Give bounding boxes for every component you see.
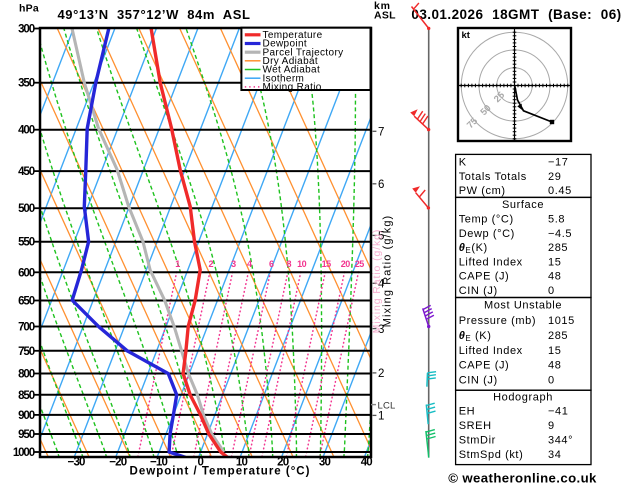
svg-text:−17: −17 <box>548 157 568 169</box>
svg-text:Mixing Ratio (g/kg): Mixing Ratio (g/kg) <box>382 215 394 328</box>
svg-text:SREH: SREH <box>459 420 492 432</box>
svg-text:© weatheronline.co.uk: © weatheronline.co.uk <box>448 471 597 486</box>
svg-text:34: 34 <box>548 449 561 461</box>
svg-text:5.8: 5.8 <box>548 214 565 226</box>
svg-text:900: 900 <box>18 410 35 422</box>
svg-text:49°13’N 357°12’W 84m ASL: 49°13’N 357°12’W 84m ASL <box>57 7 250 22</box>
svg-text:StmDir: StmDir <box>459 435 496 447</box>
svg-text:θE(K): θE(K) <box>459 242 488 255</box>
svg-text:0: 0 <box>548 375 555 387</box>
svg-text:Mixing Ratio: Mixing Ratio <box>263 82 322 93</box>
svg-text:20: 20 <box>277 457 289 469</box>
svg-text:Parcel Trajectory: Parcel Trajectory <box>263 47 344 58</box>
svg-text:Dewpoint / Temperature (°C): Dewpoint / Temperature (°C) <box>130 466 311 478</box>
svg-text:Dewp (°C): Dewp (°C) <box>459 228 515 240</box>
svg-text:CAPE (J): CAPE (J) <box>459 360 510 372</box>
svg-text:3: 3 <box>231 259 236 269</box>
svg-text:Isotherm: Isotherm <box>263 73 305 84</box>
svg-text:hPa: hPa <box>19 3 39 15</box>
svg-text:2: 2 <box>208 259 213 269</box>
svg-text:Mixing Ratio (g/kg): Mixing Ratio (g/kg) <box>371 229 383 334</box>
svg-text:0: 0 <box>548 285 555 297</box>
svg-text:1: 1 <box>175 259 180 269</box>
svg-text:StmSpd (kt): StmSpd (kt) <box>459 449 524 461</box>
svg-text:kt: kt <box>462 30 471 41</box>
svg-text:48: 48 <box>548 271 561 283</box>
svg-text:CIN (J): CIN (J) <box>459 375 498 387</box>
svg-text:1: 1 <box>378 411 384 423</box>
svg-text:0: 0 <box>197 457 203 469</box>
svg-text:Lifted Index: Lifted Index <box>459 256 523 268</box>
svg-text:8: 8 <box>286 259 291 269</box>
svg-text:−30: −30 <box>68 457 86 469</box>
svg-text:Most Unstable: Most Unstable <box>484 300 562 312</box>
svg-text:Dry Adiabat: Dry Adiabat <box>263 56 319 67</box>
svg-text:450: 450 <box>18 166 35 178</box>
svg-text:Pressure (mb): Pressure (mb) <box>459 315 536 327</box>
svg-text:PW (cm): PW (cm) <box>459 185 506 197</box>
svg-text:−20: −20 <box>109 457 127 469</box>
svg-text:5: 5 <box>378 231 384 243</box>
svg-text:4: 4 <box>378 279 385 291</box>
svg-text:K: K <box>459 157 467 169</box>
svg-text:km: km <box>374 0 391 12</box>
svg-text:550: 550 <box>18 237 35 249</box>
svg-text:4: 4 <box>247 259 252 269</box>
svg-text:9: 9 <box>548 420 555 432</box>
svg-text:6: 6 <box>378 179 384 191</box>
svg-text:ASL: ASL <box>374 10 396 22</box>
svg-text:400: 400 <box>18 125 35 137</box>
svg-text:2: 2 <box>378 368 384 380</box>
svg-text:15: 15 <box>548 256 561 268</box>
svg-text:285: 285 <box>548 330 568 342</box>
svg-text:500: 500 <box>18 203 35 215</box>
svg-text:Wet Adiabat: Wet Adiabat <box>263 65 321 76</box>
svg-text:6: 6 <box>269 259 274 269</box>
svg-text:CAPE (J): CAPE (J) <box>459 271 510 283</box>
svg-text:Temperature: Temperature <box>263 30 323 41</box>
svg-text:Totals Totals: Totals Totals <box>459 171 527 183</box>
svg-text:29: 29 <box>548 171 561 183</box>
svg-text:−4.5: −4.5 <box>548 228 572 240</box>
svg-text:7: 7 <box>378 127 384 139</box>
svg-text:25: 25 <box>355 259 365 269</box>
svg-text:Hodograph: Hodograph <box>493 391 553 403</box>
svg-text:344°: 344° <box>548 435 573 447</box>
svg-text:15: 15 <box>548 345 561 357</box>
svg-text:θE (K): θE (K) <box>459 330 492 343</box>
svg-text:10: 10 <box>236 457 248 469</box>
svg-text:800: 800 <box>18 369 35 381</box>
svg-text:−41: −41 <box>548 406 568 418</box>
svg-text:48: 48 <box>548 360 561 372</box>
svg-text:750: 750 <box>18 346 35 358</box>
svg-text:1000: 1000 <box>13 447 35 459</box>
svg-text:Surface: Surface <box>502 199 544 211</box>
svg-text:350: 350 <box>18 78 35 90</box>
svg-text:−10: −10 <box>150 457 168 469</box>
svg-text:Temp (°C): Temp (°C) <box>459 214 514 226</box>
svg-text:700: 700 <box>18 322 35 334</box>
svg-text:850: 850 <box>18 390 35 402</box>
svg-text:600: 600 <box>18 267 35 279</box>
svg-text:0.45: 0.45 <box>548 185 572 197</box>
svg-text:30: 30 <box>319 457 331 469</box>
svg-text:Lifted Index: Lifted Index <box>459 345 523 357</box>
svg-text:10: 10 <box>297 259 307 269</box>
svg-text:40: 40 <box>361 457 373 469</box>
svg-text:1015: 1015 <box>548 315 575 327</box>
svg-text:LCL: LCL <box>378 400 396 411</box>
svg-text:650: 650 <box>18 296 35 308</box>
svg-text:285: 285 <box>548 242 568 254</box>
svg-text:EH: EH <box>459 406 475 418</box>
svg-text:15: 15 <box>322 259 332 269</box>
svg-text:300: 300 <box>18 24 35 36</box>
svg-text:Dewpoint: Dewpoint <box>263 39 308 50</box>
svg-text:20: 20 <box>341 259 351 269</box>
svg-text:CIN (J): CIN (J) <box>459 285 498 297</box>
svg-text:3: 3 <box>378 324 384 336</box>
svg-text:03.01.2026 18GMT (Base: 06): 03.01.2026 18GMT (Base: 06) <box>411 7 621 22</box>
svg-text:950: 950 <box>18 429 35 441</box>
